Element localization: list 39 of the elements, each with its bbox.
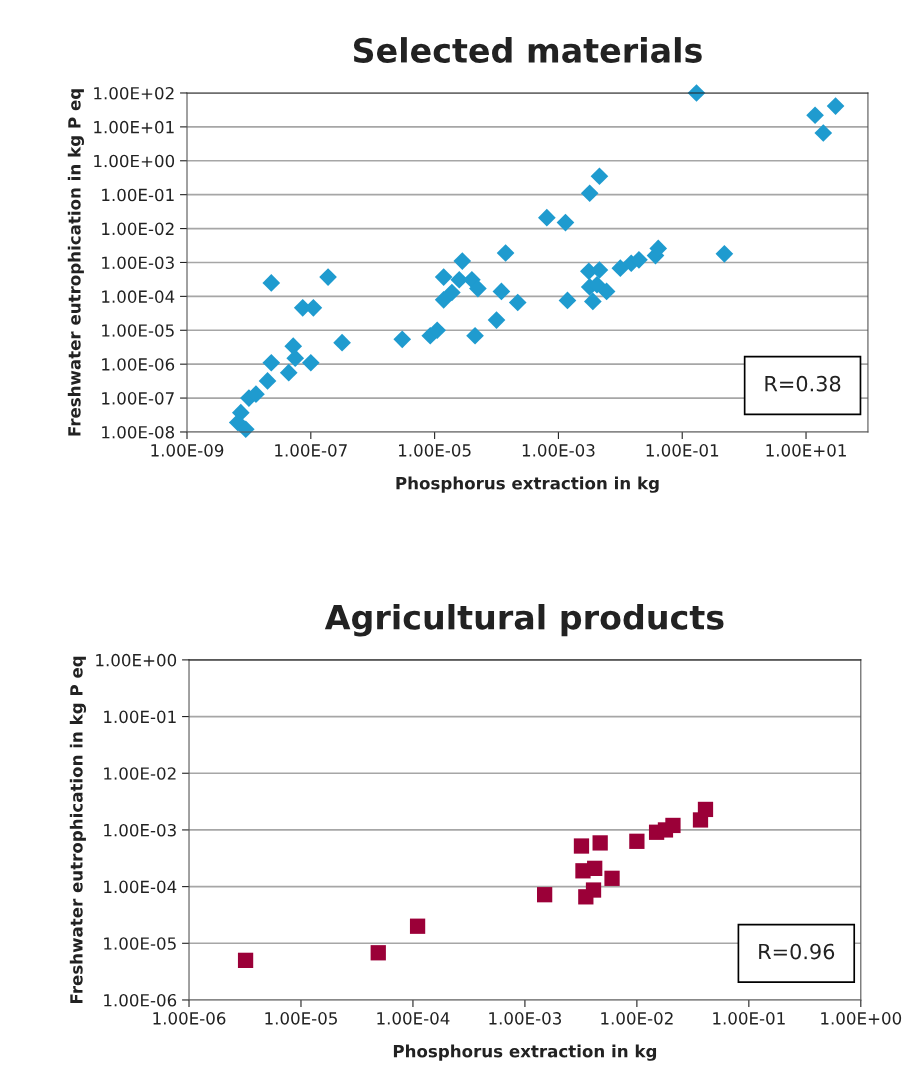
y-tick-label: 1.00E-08 <box>102 425 175 439</box>
y-tick-label: 1.00E-06 <box>102 358 175 371</box>
y-tick-label: 1.00E+00 <box>96 653 177 667</box>
x-tick-label: 1.00E-06 <box>153 1012 226 1025</box>
x-axis-title: Phosphorus extraction in kg <box>393 1044 657 1061</box>
y-axis-title: Freshwater eutrophication in kg P eq <box>69 656 87 1004</box>
y-tick-label: 1.00E-03 <box>104 823 176 837</box>
x-tick-label: 1.00E-05 <box>399 444 471 457</box>
x-tick-label: 1.00E-01 <box>646 444 719 457</box>
y-tick-label: 1.00E-05 <box>104 937 176 950</box>
y-tick-label: 1.00E-06 <box>104 993 177 1007</box>
y-tick-label: 1.00E-05 <box>102 324 174 337</box>
y-tick-label: 1.00E-02 <box>102 222 174 236</box>
x-tick-label: 1.00E-02 <box>601 1012 673 1025</box>
y-tick-label: 1.00E-01 <box>102 188 174 202</box>
x-tick-label: 1.00E+00 <box>821 1012 902 1025</box>
x-tick-label: 1.00E-07 <box>275 444 347 457</box>
x-tick-label: 1.00E-04 <box>377 1012 450 1025</box>
x-tick-label: 1.00E-09 <box>151 444 224 457</box>
y-tick-label: 1.00E+02 <box>94 86 174 100</box>
y-tick-label: 1.00E-03 <box>102 256 174 270</box>
y-tick-label: 1.00E-01 <box>104 710 176 724</box>
x-tick-label: 1.00E+01 <box>766 444 846 457</box>
y-tick-label: 1.00E-04 <box>104 880 177 894</box>
x-tick-label: 1.00E-05 <box>265 1012 337 1025</box>
annotation: R=0.38 <box>765 375 841 392</box>
y-axis-title: Freshwater eutrophication in kg P eq <box>67 89 85 436</box>
x-tick-label: 1.00E-03 <box>522 444 595 457</box>
y-tick-label: 1.00E-02 <box>104 767 176 780</box>
annotation: R=0.96 <box>759 943 835 960</box>
x-tick-label: 1.00E-03 <box>489 1012 562 1025</box>
y-tick-label: 1.00E-04 <box>102 290 175 303</box>
x-tick-label: 1.00E-01 <box>713 1012 785 1025</box>
chart-title: Agricultural products <box>324 604 724 637</box>
y-tick-label: 1.00E+00 <box>94 154 175 168</box>
y-tick-label: 1.00E+01 <box>94 120 174 134</box>
chart-title: Selected materials <box>353 37 702 63</box>
x-axis-title: Phosphorus extraction in kg <box>396 476 659 493</box>
y-tick-label: 1.00E-07 <box>102 392 174 405</box>
